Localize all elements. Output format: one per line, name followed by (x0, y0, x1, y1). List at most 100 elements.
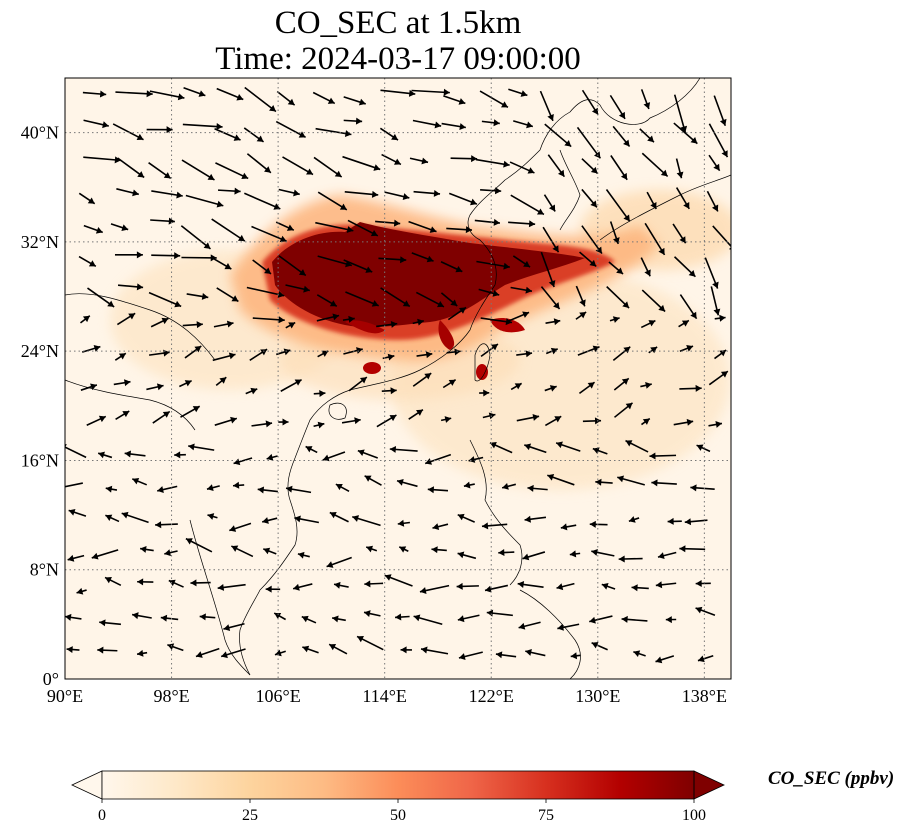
wind-arrow (137, 578, 154, 586)
wind-arrow (595, 478, 613, 486)
wind-arrow (124, 450, 146, 458)
wind-arrow (168, 579, 184, 588)
wind-arrow (432, 523, 449, 531)
wind-arrow (146, 126, 173, 134)
wind-arrow (395, 613, 410, 621)
wind-arrow (605, 189, 631, 222)
wind-arrow (617, 475, 645, 486)
wind-arrow (114, 251, 143, 259)
wind-arrow (223, 623, 245, 632)
wind-arrow (675, 187, 690, 210)
wind-arrow (185, 194, 224, 208)
wind-arrow (527, 484, 548, 492)
wind-arrow (575, 285, 586, 307)
wind-arrow (155, 521, 178, 529)
wind-arrow (522, 551, 546, 561)
wind-arrow (579, 251, 597, 268)
wind-arrow (305, 445, 318, 454)
wind-arrow (297, 551, 310, 559)
lat-tick-label: 0° (43, 669, 59, 689)
wind-arrow (381, 387, 397, 395)
wind-arrow (544, 123, 572, 148)
wind-arrow (148, 162, 172, 180)
wind-arrow (518, 621, 541, 630)
wind-arrow (704, 257, 719, 289)
colorbar-extend-max (693, 770, 725, 800)
wind-arrow (510, 194, 545, 216)
wind-arrow (116, 312, 136, 326)
wind-arrow (446, 226, 473, 234)
wind-arrow (364, 475, 382, 486)
wind-arrow (613, 402, 634, 418)
wind-arrow (365, 545, 378, 553)
wind-arrow (243, 127, 265, 143)
wind-arrow (457, 513, 475, 523)
wind-arrow (560, 523, 577, 531)
wind-arrow (317, 255, 353, 268)
wind-arrow (576, 126, 602, 159)
wind-arrow (312, 91, 336, 105)
colorbar-gradient (102, 771, 694, 799)
wind-arrow (66, 646, 80, 654)
wind-arrow (609, 94, 626, 120)
wind-arrow (343, 259, 373, 273)
wind-arrow (278, 255, 307, 277)
wind-arrow (217, 187, 241, 195)
wind-arrow (409, 157, 429, 165)
wind-arrow (252, 259, 272, 275)
wind-arrow (581, 158, 599, 175)
wind-arrow (431, 546, 447, 554)
wind-arrow (575, 311, 587, 320)
wind-arrow (185, 537, 213, 553)
lon-tick-label: 106°E (256, 686, 301, 706)
wind-arrow (440, 292, 458, 307)
wind-arrow (344, 190, 379, 198)
wind-arrow (609, 316, 620, 323)
wind-arrow (613, 377, 630, 391)
wind-arrow (612, 125, 631, 147)
wind-arrow (275, 221, 295, 231)
wind-arrow (83, 224, 104, 234)
colorbar-tick-label: 50 (390, 807, 406, 824)
wind-arrow (97, 646, 118, 654)
wind-arrow (341, 417, 361, 425)
wind-arrow (411, 88, 450, 96)
wind-arrow (251, 420, 273, 428)
wind-arrow (516, 350, 533, 358)
wind-arrow (345, 291, 379, 307)
wind-arrow (146, 383, 164, 391)
wind-arrow (397, 519, 410, 527)
wind-arrow (540, 251, 556, 288)
wind-arrow (389, 445, 418, 453)
wind-arrow (317, 350, 329, 358)
lon-tick-label: 90°E (47, 686, 83, 706)
wind-arrow (99, 619, 121, 627)
wind-arrow (110, 223, 129, 231)
wind-arrow (581, 225, 603, 255)
wind-arrow (181, 159, 215, 181)
wind-arrow (609, 221, 620, 245)
wind-arrow (544, 385, 557, 392)
wind-arrow (263, 547, 277, 555)
wind-arrow (581, 188, 598, 208)
map-frame (64, 77, 732, 680)
wind-arrow (188, 443, 215, 451)
wind-arrow (67, 554, 85, 562)
wind-arrow (412, 119, 442, 129)
wind-arrow (131, 612, 152, 620)
wind-arrow (641, 152, 669, 178)
colorbar-tick-label: 75 (538, 807, 554, 824)
wind-arrow (440, 416, 452, 423)
wind-arrow (342, 155, 381, 171)
colorbar: 0 25 50 75 100 (71, 770, 725, 824)
wind-arrow (357, 449, 379, 459)
wind-arrow (152, 410, 171, 424)
wind-arrow (539, 90, 554, 122)
wind-arrow (612, 346, 631, 361)
wind-arrow (342, 315, 355, 323)
wind-arrow (424, 453, 452, 465)
map-title: CO_SEC at 1.5km (274, 5, 522, 41)
wind-arrow (211, 218, 246, 242)
wind-arrow (117, 157, 145, 179)
wind-arrow (376, 414, 397, 428)
